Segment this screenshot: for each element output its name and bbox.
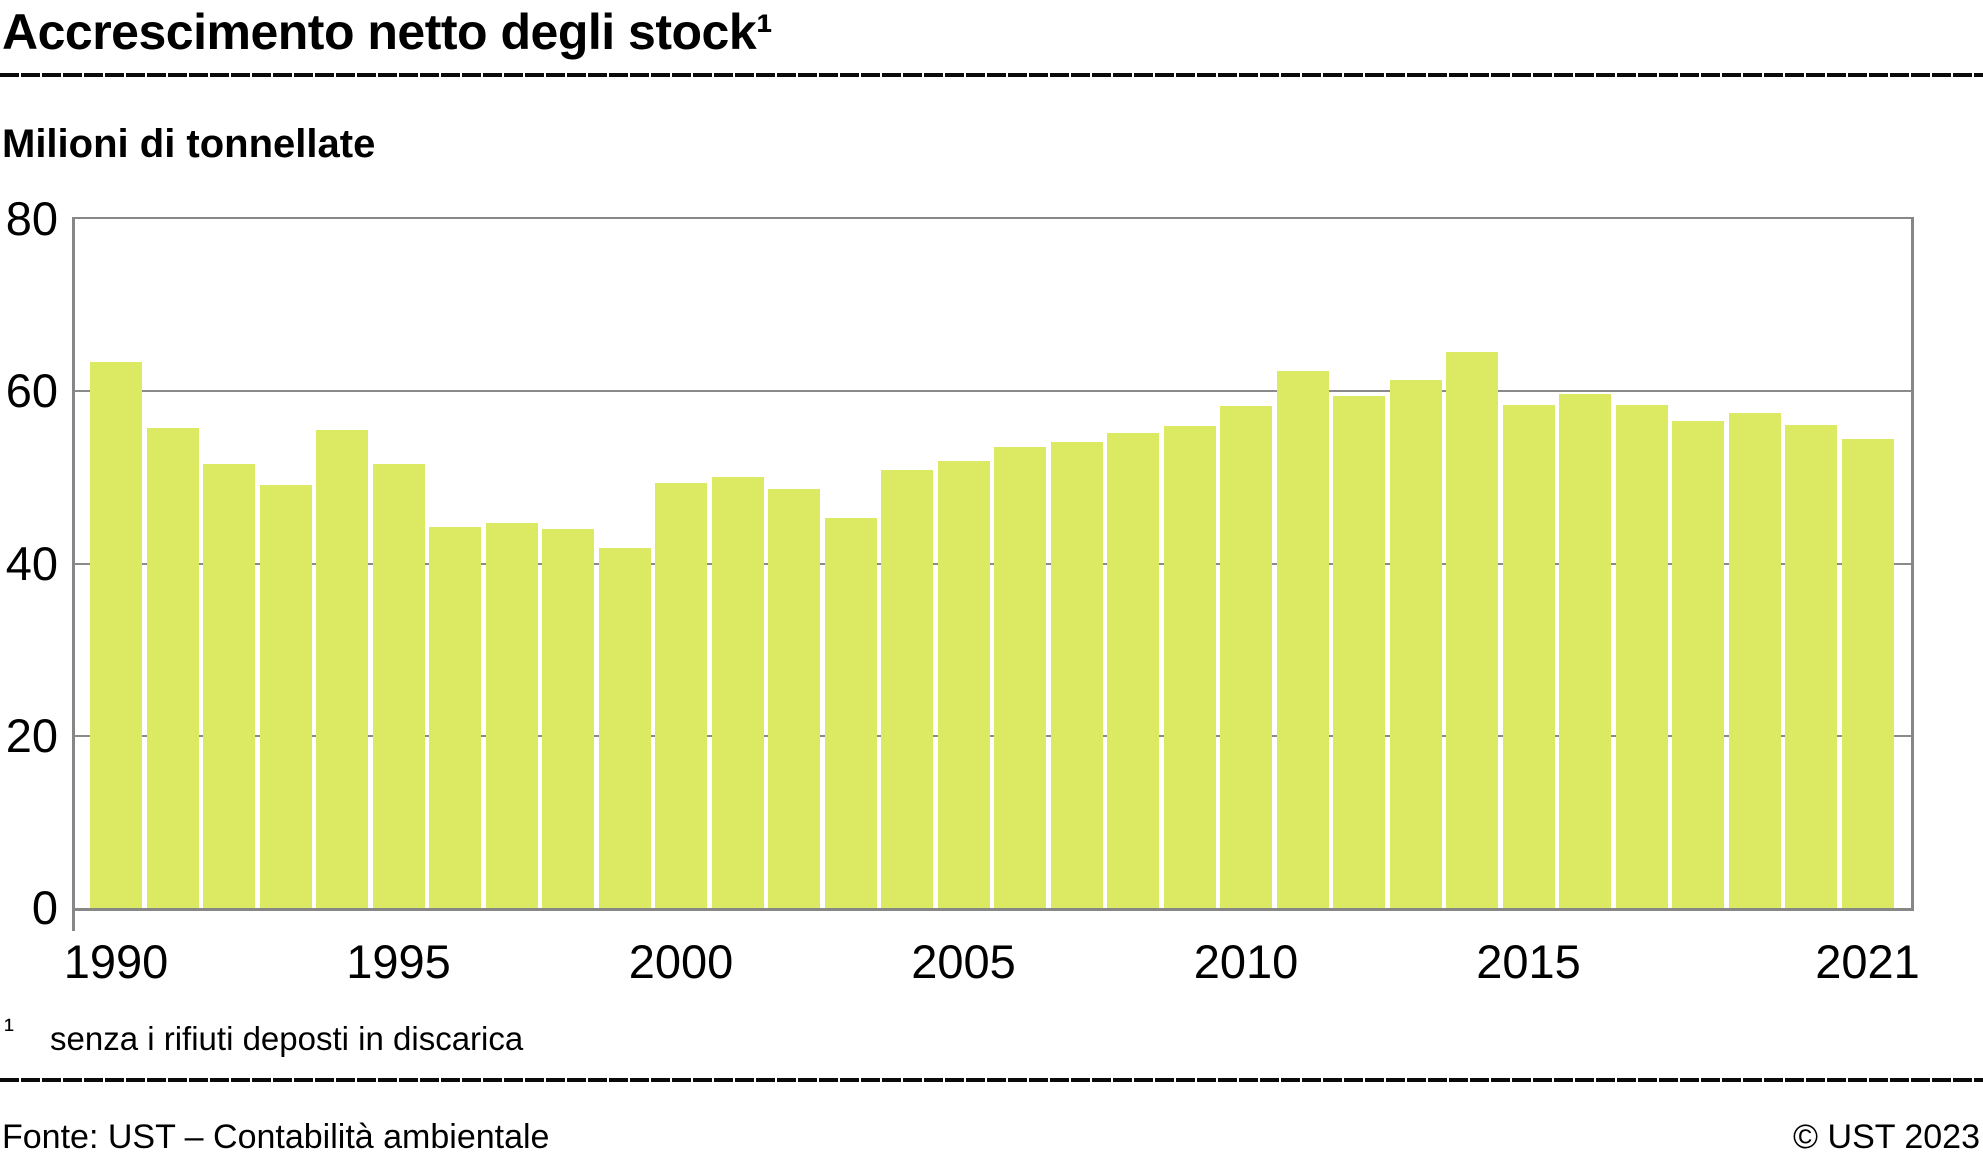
- bar-1993: [259, 485, 312, 908]
- bar-1996: [429, 527, 481, 908]
- bar-2005: [937, 461, 990, 908]
- gridline-20: [75, 734, 1911, 737]
- y-tick-label-60: 60: [5, 364, 58, 418]
- bar-1999: [598, 548, 651, 908]
- bar-1991: [146, 428, 199, 908]
- y-tick-label-80: 80: [5, 192, 58, 245]
- y-axis-stub: [72, 908, 75, 931]
- bar-2021: [1841, 439, 1894, 908]
- plot-area: [72, 217, 1914, 911]
- title-rule: [0, 73, 1983, 77]
- x-tick-label-1995: 1995: [346, 935, 451, 988]
- bar-1998: [542, 529, 594, 908]
- bar-2019: [1728, 413, 1781, 908]
- x-tick-label-1990: 1990: [63, 935, 169, 988]
- bar-2011: [1276, 371, 1329, 908]
- bar-2013: [1389, 380, 1442, 908]
- bar-2007: [1050, 442, 1103, 908]
- x-tick-label-2010: 2010: [1193, 935, 1299, 988]
- y-tick-label-0: 0: [31, 881, 58, 934]
- bar-2001: [711, 477, 764, 908]
- bar-2012: [1333, 396, 1385, 908]
- bar-2018: [1672, 421, 1724, 908]
- bar-2000: [655, 483, 707, 908]
- bar-2003: [824, 518, 877, 908]
- unit-label: Milioni di tonnellate: [2, 122, 376, 166]
- bar-2014: [1446, 352, 1498, 908]
- y-tick-label-20: 20: [5, 708, 58, 762]
- bar-2017: [1615, 405, 1668, 908]
- x-tick-label-2015: 2015: [1476, 935, 1581, 988]
- bar-2010: [1220, 406, 1272, 908]
- bar-1997: [485, 523, 538, 908]
- bar-1995: [372, 464, 425, 908]
- footnote-text: senza i rifiuti deposti in discarica: [50, 1020, 524, 1057]
- gridline-60: [75, 390, 1911, 393]
- bar-1994: [316, 430, 368, 908]
- bar-2016: [1559, 394, 1611, 908]
- bar-2009: [1163, 426, 1216, 908]
- copyright-label: © UST 2023: [1793, 1118, 1980, 1156]
- source-label: Fonte: UST – Contabilità ambientale: [2, 1118, 550, 1156]
- footer-rule: [0, 1078, 1983, 1082]
- bar-2002: [768, 489, 820, 908]
- y-tick-label-40: 40: [5, 536, 58, 590]
- bar-1990: [90, 362, 142, 908]
- x-tick-label-2021: 2021: [1815, 935, 1920, 988]
- chart-title: Accrescimento netto degli stock¹: [2, 4, 773, 60]
- footnote-marker: ¹: [4, 1013, 14, 1046]
- gridline-40: [75, 562, 1911, 565]
- x-tick-label-2005: 2005: [911, 935, 1016, 988]
- bar-2006: [994, 447, 1046, 908]
- bar-2008: [1107, 433, 1159, 908]
- bar-2004: [881, 470, 933, 908]
- bar-2020: [1785, 425, 1837, 908]
- x-tick-label-2000: 2000: [628, 935, 734, 988]
- bar-1992: [203, 464, 255, 908]
- bar-2015: [1502, 405, 1555, 908]
